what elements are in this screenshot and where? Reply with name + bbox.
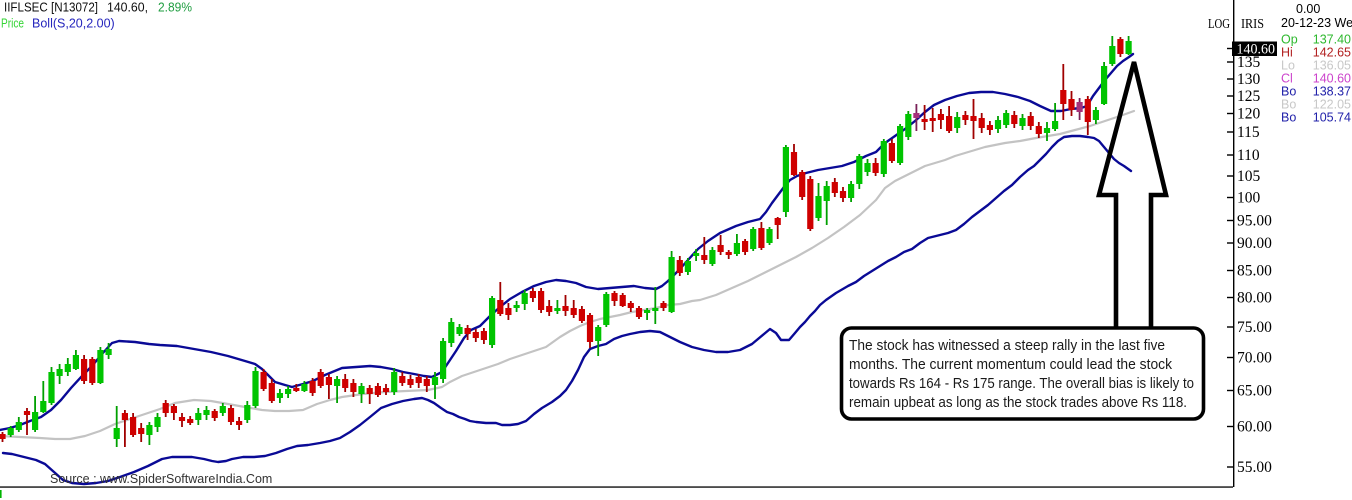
svg-text:137.40: 137.40 (1313, 33, 1351, 47)
svg-text:110: 110 (1237, 147, 1260, 164)
svg-text:105.74: 105.74 (1313, 111, 1351, 125)
svg-text:140.60: 140.60 (1313, 72, 1351, 86)
svg-text:remain upbeat as long as the s: remain upbeat as long as the stock trade… (849, 394, 1187, 411)
svg-text:0.00: 0.00 (1296, 2, 1320, 16)
svg-text:122.05: 122.05 (1313, 98, 1351, 112)
svg-text:120: 120 (1237, 106, 1261, 123)
svg-text:20-12-23 We: 20-12-23 We (1281, 16, 1352, 30)
svg-text:75.00: 75.00 (1237, 319, 1272, 336)
svg-text:Price: Price (1, 17, 24, 31)
svg-text:80.00: 80.00 (1237, 290, 1272, 307)
svg-text:140.60,: 140.60, (107, 1, 148, 15)
svg-text:LOG: LOG (1208, 16, 1230, 31)
svg-text:Lo: Lo (1281, 59, 1295, 73)
svg-text:115: 115 (1237, 124, 1260, 141)
svg-text:85.00: 85.00 (1237, 263, 1272, 280)
svg-text:60.00: 60.00 (1237, 419, 1272, 436)
svg-text:Bo: Bo (1281, 85, 1296, 99)
svg-text:months. The current momentum c: months. The current momentum could lead … (849, 356, 1172, 373)
svg-text:70.00: 70.00 (1237, 350, 1272, 367)
svg-text:65.00: 65.00 (1237, 383, 1272, 400)
svg-text:55.00: 55.00 (1237, 459, 1272, 476)
svg-text:135: 135 (1237, 54, 1261, 71)
svg-text:Bo: Bo (1281, 98, 1296, 112)
svg-text:Source : www.SpiderSoftwareInd: Source : www.SpiderSoftwareIndia.Com (50, 472, 272, 486)
svg-text:Boll(S,20,2.00): Boll(S,20,2.00) (32, 17, 115, 31)
svg-text:125: 125 (1237, 88, 1261, 105)
svg-text:105: 105 (1237, 168, 1261, 185)
svg-text:140.60: 140.60 (1237, 41, 1276, 57)
svg-text:The stock has witnessed a stee: The stock has witnessed a steep rally in… (849, 337, 1165, 354)
svg-text:IRIS: IRIS (1241, 16, 1264, 31)
svg-text:Hi: Hi (1281, 46, 1293, 60)
svg-text:100: 100 (1237, 190, 1261, 207)
svg-text:towards Rs 164 - Rs 175 range.: towards Rs 164 - Rs 175 range. The overa… (849, 375, 1194, 392)
svg-text:90.00: 90.00 (1237, 235, 1272, 252)
svg-text:138.37: 138.37 (1313, 85, 1351, 99)
svg-text:130: 130 (1237, 71, 1261, 88)
svg-text:Cl: Cl (1281, 72, 1293, 86)
svg-text:95.00: 95.00 (1237, 213, 1272, 230)
svg-text:Op: Op (1281, 33, 1298, 47)
svg-text:142.65: 142.65 (1313, 46, 1351, 60)
svg-text:136.05: 136.05 (1313, 59, 1351, 73)
svg-text:Bo: Bo (1281, 111, 1296, 125)
svg-text:IIFLSEC [N13072]: IIFLSEC [N13072] (4, 1, 98, 15)
svg-text:2.89%: 2.89% (158, 1, 192, 15)
